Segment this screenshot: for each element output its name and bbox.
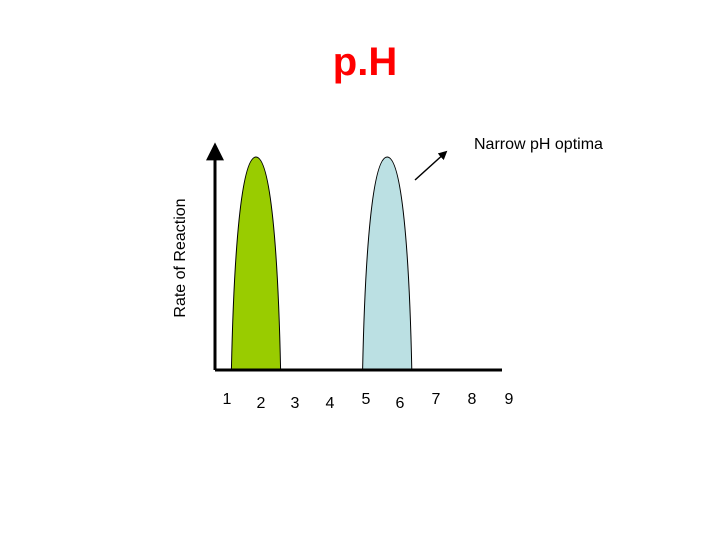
x-tick-label: 3 [291, 395, 300, 412]
x-tick-label: 7 [432, 391, 441, 408]
x-tick-label: 1 [223, 391, 232, 408]
x-tick-label: 6 [396, 395, 405, 412]
peak-2 [362, 156, 413, 371]
x-tick-label: 4 [326, 395, 335, 412]
annotation-arrow [414, 150, 448, 181]
x-tick-label: 9 [505, 391, 514, 408]
chart-title: p.H [332, 40, 398, 84]
x-tick-label: 5 [362, 391, 371, 408]
peak-1 [230, 156, 282, 371]
annotation-label: Narrow pH optima [474, 136, 603, 153]
x-tick-label: 2 [257, 395, 266, 412]
x-tick-label: 8 [468, 391, 477, 408]
